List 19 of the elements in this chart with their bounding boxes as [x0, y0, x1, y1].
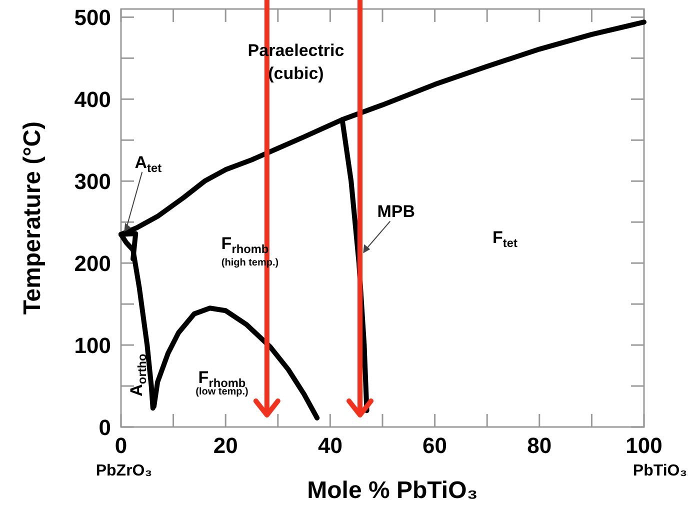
- x-axis-title: Mole % PbTiO₃: [307, 477, 478, 504]
- y-tick-label: 100: [74, 332, 111, 358]
- text: PbTiO₃: [632, 462, 688, 480]
- y-tick-label: 300: [74, 169, 111, 194]
- text: PbZrO₃: [96, 462, 152, 480]
- y-tick-label: 400: [74, 87, 111, 112]
- y-axis-title: Temperature (°C): [19, 121, 46, 315]
- x-tick-label: 20: [213, 433, 238, 458]
- annotation: A$_{tet}$: [134, 152, 162, 176]
- x-tick-label: 60: [422, 433, 448, 458]
- annotation: F$_{tet}$: [492, 228, 518, 250]
- x-tick-label: 80: [527, 433, 552, 458]
- y-tick-label: 200: [74, 251, 111, 276]
- x-tick-label: 0: [114, 433, 128, 458]
- y-tick-label: 500: [74, 5, 111, 30]
- annotation: MPB: [377, 202, 416, 222]
- x-tick-label: 40: [318, 433, 342, 458]
- y-tick-label: 0: [98, 414, 111, 440]
- x-tick-label: 100: [626, 433, 662, 458]
